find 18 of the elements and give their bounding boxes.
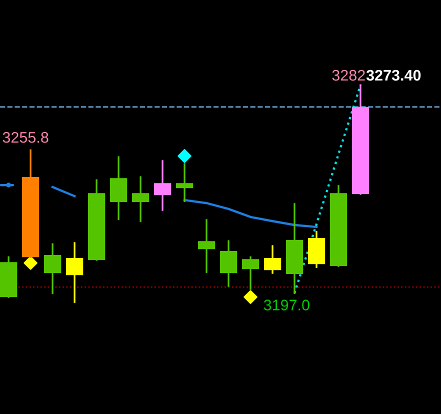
- candlestick: [132, 176, 150, 222]
- text: 3282: [332, 70, 365, 81]
- candlestick: [154, 160, 172, 211]
- candlestick: [242, 256, 260, 290]
- candlestick: [176, 163, 194, 202]
- candlestick: [220, 240, 238, 287]
- candlestick: [264, 245, 282, 274]
- point: [178, 149, 192, 163]
- annotation: 3197.0: [264, 300, 310, 310]
- candlestick: [44, 243, 62, 294]
- candlestick: [198, 219, 216, 273]
- text: 3273.40: [366, 70, 421, 81]
- point: [244, 290, 258, 304]
- point: [6, 182, 12, 188]
- candlestick: [66, 242, 84, 303]
- point: [24, 256, 38, 270]
- candlestick: [110, 156, 128, 220]
- annotation: 3255.8: [2, 132, 48, 143]
